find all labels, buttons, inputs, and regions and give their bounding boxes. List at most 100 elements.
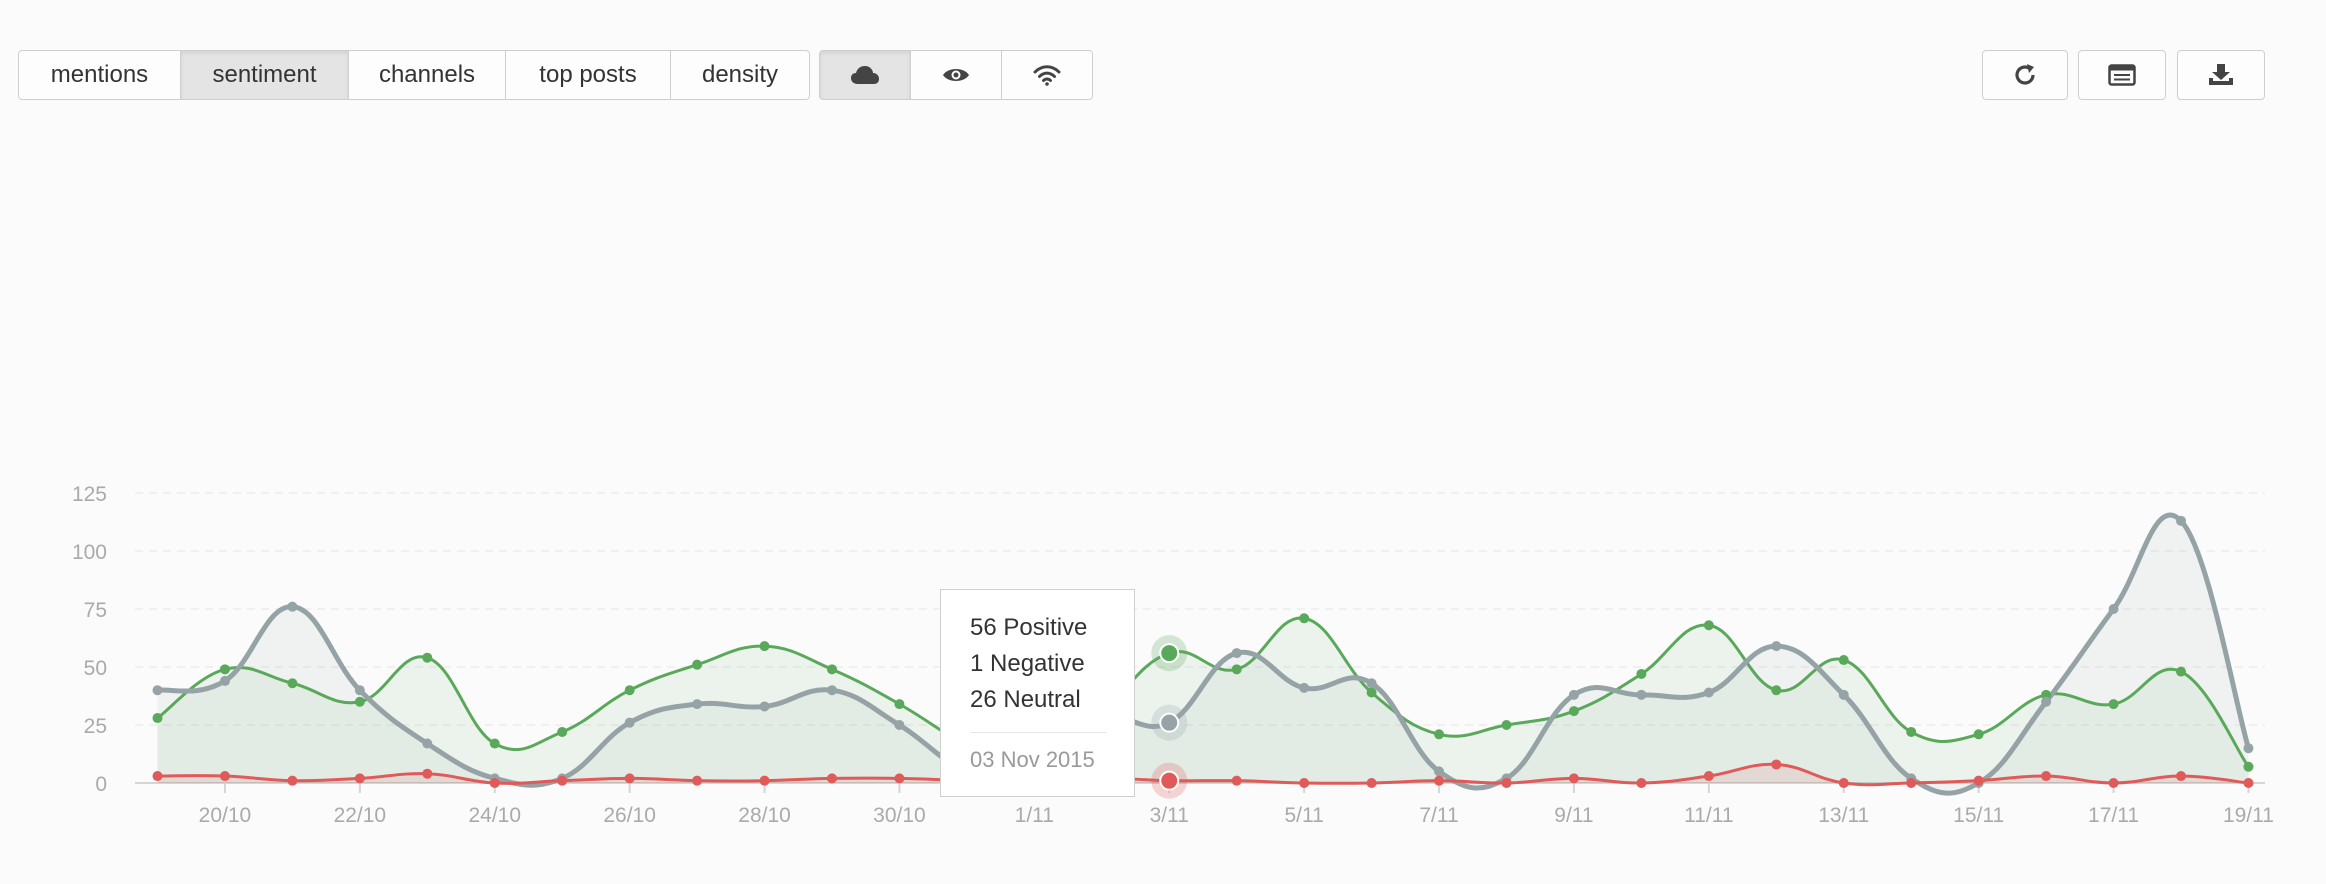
neutral-point[interactable] (2041, 696, 2052, 707)
positive-point[interactable] (1299, 613, 1310, 624)
negative-highlight-point[interactable] (1159, 770, 1180, 791)
negative-point[interactable] (219, 771, 230, 782)
negative-point[interactable] (2243, 778, 2254, 788)
tab-mentions[interactable]: mentions (18, 50, 181, 100)
download-button[interactable] (2177, 50, 2265, 100)
neutral-point[interactable] (2243, 743, 2254, 754)
neutral-highlight-point[interactable] (1159, 712, 1180, 733)
neutral-point[interactable] (1838, 689, 1849, 700)
negative-point[interactable] (557, 775, 568, 786)
cloud-view-button[interactable] (819, 50, 911, 100)
neutral-point[interactable] (2108, 604, 2119, 614)
positive-point[interactable] (1501, 720, 1512, 730)
positive-point[interactable] (489, 738, 500, 749)
neutral-point[interactable] (287, 601, 298, 612)
negative-point[interactable] (827, 773, 837, 784)
positive-point[interactable] (1434, 729, 1445, 740)
negative-point[interactable] (152, 771, 163, 782)
positive-point[interactable] (1636, 668, 1647, 679)
neutral-point[interactable] (1703, 687, 1714, 698)
refresh-button[interactable] (1982, 50, 2068, 100)
negative-point[interactable] (1771, 759, 1782, 770)
positive-point[interactable] (1366, 687, 1377, 698)
positive-point[interactable] (219, 664, 230, 675)
tab-top-posts[interactable]: top posts (505, 50, 671, 100)
neutral-point[interactable] (1231, 648, 1242, 659)
positive-point[interactable] (2041, 689, 2052, 700)
chart-tooltip: 56 Positive 1 Negative 26 Neutral 03 Nov… (940, 589, 1135, 797)
negative-point[interactable] (1838, 778, 1849, 788)
negative-point[interactable] (624, 773, 635, 784)
positive-point[interactable] (2108, 699, 2119, 710)
wifi-view-button[interactable] (1001, 50, 1093, 100)
negative-point[interactable] (692, 775, 703, 786)
y-tick-label: 75 (84, 599, 107, 622)
tab-channels[interactable]: channels (348, 50, 506, 100)
negative-point[interactable] (2041, 771, 2052, 782)
positive-point[interactable] (624, 685, 635, 696)
neutral-point[interactable] (1299, 682, 1310, 693)
neutral-point[interactable] (894, 720, 905, 730)
positive-point[interactable] (1838, 655, 1849, 666)
negative-point[interactable] (287, 775, 298, 786)
neutral-point[interactable] (219, 675, 230, 686)
negative-point[interactable] (1973, 775, 1984, 786)
neutral-point[interactable] (692, 699, 703, 710)
neutral-point[interactable] (1434, 766, 1445, 777)
positive-point[interactable] (894, 699, 905, 710)
positive-point[interactable] (759, 641, 770, 652)
positive-point[interactable] (1703, 620, 1714, 631)
neutral-point[interactable] (152, 685, 163, 696)
negative-point[interactable] (354, 773, 365, 784)
negative-point[interactable] (759, 775, 770, 786)
x-tick-label: 11/11 (1684, 804, 1733, 827)
positive-point[interactable] (1231, 664, 1242, 675)
x-tick-label: 5/11 (1284, 804, 1323, 827)
tab-sentiment[interactable]: sentiment (180, 50, 349, 100)
positive-point[interactable] (1568, 706, 1579, 717)
negative-point[interactable] (1434, 775, 1445, 786)
neutral-point[interactable] (1636, 689, 1647, 700)
positive-point[interactable] (422, 652, 433, 663)
negative-point[interactable] (1568, 773, 1579, 784)
eye-view-button[interactable] (910, 50, 1002, 100)
neutral-point[interactable] (1771, 641, 1782, 652)
negative-point[interactable] (1703, 771, 1714, 782)
table-view-button[interactable] (2078, 50, 2166, 100)
positive-point[interactable] (1973, 729, 1984, 740)
positive-point[interactable] (1771, 685, 1782, 696)
negative-point[interactable] (1636, 778, 1647, 788)
negative-point[interactable] (489, 778, 500, 788)
neutral-point[interactable] (2176, 515, 2186, 526)
y-tick-label: 125 (72, 483, 107, 506)
negative-point[interactable] (1231, 775, 1242, 786)
positive-point[interactable] (152, 713, 163, 724)
positive-point[interactable] (557, 726, 568, 737)
x-tick-label: 20/10 (199, 804, 252, 827)
positive-point[interactable] (2176, 666, 2186, 677)
positive-point[interactable] (692, 659, 703, 670)
neutral-point[interactable] (624, 717, 635, 728)
x-tick-label: 1/11 (1015, 804, 1054, 827)
neutral-point[interactable] (354, 685, 365, 696)
positive-point[interactable] (2243, 761, 2254, 772)
positive-point[interactable] (827, 664, 837, 675)
negative-point[interactable] (422, 768, 433, 779)
positive-point[interactable] (1906, 726, 1917, 737)
tab-density[interactable]: density (670, 50, 810, 100)
positive-highlight-point[interactable] (1159, 643, 1180, 664)
neutral-point[interactable] (827, 685, 837, 696)
neutral-point[interactable] (759, 701, 770, 712)
negative-point[interactable] (2176, 771, 2186, 782)
negative-point[interactable] (894, 773, 905, 784)
positive-point[interactable] (287, 678, 298, 689)
negative-point[interactable] (1501, 778, 1512, 788)
negative-point[interactable] (1366, 778, 1377, 788)
negative-point[interactable] (1299, 778, 1310, 788)
neutral-point[interactable] (1366, 678, 1377, 689)
neutral-point[interactable] (422, 738, 433, 749)
positive-point[interactable] (354, 696, 365, 707)
negative-point[interactable] (1906, 778, 1917, 788)
negative-point[interactable] (2108, 778, 2119, 788)
neutral-point[interactable] (1568, 689, 1579, 700)
